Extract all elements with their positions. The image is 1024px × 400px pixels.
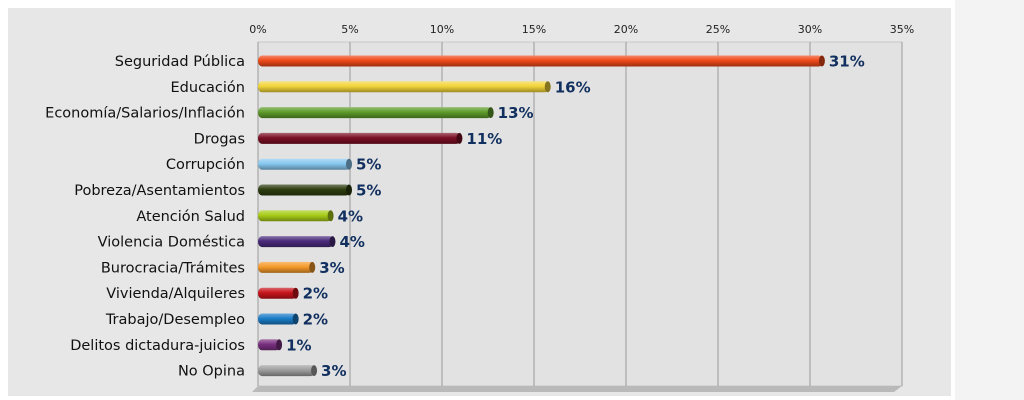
category-label: Pobreza/Asentamientos xyxy=(74,183,245,199)
bar-cap xyxy=(487,107,494,119)
category-label: Seguridad Pública xyxy=(115,54,245,70)
category-label: Trabajo/Desempleo xyxy=(105,312,245,328)
bar-cap xyxy=(292,287,299,299)
bar xyxy=(258,261,314,273)
value-label: 5% xyxy=(356,182,381,200)
x-tick-label: 25% xyxy=(706,23,730,36)
bar xyxy=(258,158,350,170)
bar xyxy=(258,81,549,93)
bar xyxy=(258,132,461,144)
x-tick-label: 20% xyxy=(614,23,638,36)
bar xyxy=(258,210,332,222)
bar xyxy=(258,184,350,196)
value-label: 2% xyxy=(303,311,328,329)
value-label: 16% xyxy=(555,78,591,96)
bar-cap xyxy=(292,313,299,325)
bar xyxy=(258,287,297,299)
category-label: Drogas xyxy=(194,131,245,147)
x-tick-label: 0% xyxy=(249,23,266,36)
value-label: 31% xyxy=(829,53,865,71)
category-label: Burocracia/Trámites xyxy=(101,260,245,276)
plot-floor xyxy=(252,386,902,392)
value-label: 3% xyxy=(319,259,344,277)
value-label: 2% xyxy=(303,285,328,303)
bar-cap xyxy=(818,55,825,67)
x-tick-label: 15% xyxy=(522,23,546,36)
plot-area xyxy=(257,41,903,387)
value-label: 11% xyxy=(466,130,502,148)
value-label: 3% xyxy=(321,362,346,380)
category-label: Economía/Salarios/Inflación xyxy=(45,106,245,122)
x-tick-label: 10% xyxy=(430,23,454,36)
value-label: 1% xyxy=(286,336,311,354)
bar-cap xyxy=(346,184,352,196)
bar xyxy=(258,55,823,67)
bar xyxy=(258,339,281,351)
bar-cap xyxy=(327,210,334,222)
value-label: 4% xyxy=(338,207,363,225)
x-tick-label: 35% xyxy=(890,23,914,36)
bar xyxy=(258,236,334,248)
bar-cap xyxy=(544,81,551,93)
category-label: Educación xyxy=(171,80,245,96)
category-label: Delitos dictadura-juicios xyxy=(70,338,245,354)
bar xyxy=(258,365,316,377)
x-tick-label: 5% xyxy=(341,23,358,36)
bar xyxy=(258,313,297,325)
bar-cap xyxy=(311,365,318,377)
value-label: 5% xyxy=(356,156,381,174)
category-label: Corrupción xyxy=(166,157,245,173)
value-label: 13% xyxy=(498,104,534,122)
category-label: Violencia Doméstica xyxy=(98,235,245,251)
x-tick-label: 30% xyxy=(798,23,822,36)
bar-cap xyxy=(329,236,336,248)
side-panel xyxy=(955,0,1024,400)
bar xyxy=(258,107,492,119)
bar-cap xyxy=(309,261,316,273)
category-label: Vivienda/Alquileres xyxy=(106,286,245,302)
bar-cap xyxy=(456,132,463,144)
bar-cap xyxy=(276,339,283,351)
category-label: Atención Salud xyxy=(136,209,245,225)
value-label: 4% xyxy=(339,233,364,251)
category-label: No Opina xyxy=(178,364,245,380)
bar-cap xyxy=(346,158,352,170)
